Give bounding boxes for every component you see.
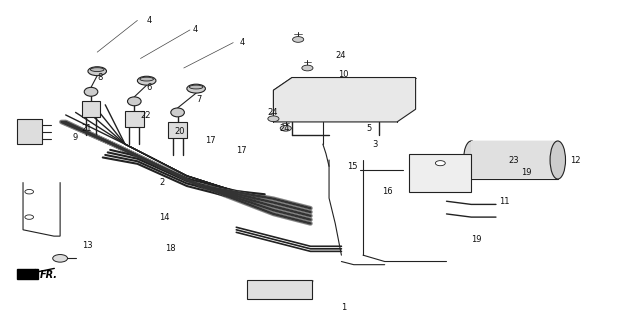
- Circle shape: [25, 189, 34, 194]
- Circle shape: [53, 254, 68, 262]
- Polygon shape: [17, 269, 39, 279]
- Ellipse shape: [550, 141, 566, 179]
- FancyBboxPatch shape: [17, 119, 42, 144]
- Text: 19: 19: [520, 168, 531, 177]
- FancyBboxPatch shape: [82, 101, 101, 117]
- Text: 24: 24: [279, 124, 290, 133]
- Text: 6: 6: [147, 83, 152, 92]
- Ellipse shape: [463, 141, 479, 179]
- Ellipse shape: [91, 68, 104, 71]
- Text: 19: 19: [471, 235, 482, 244]
- Ellipse shape: [84, 87, 98, 96]
- Text: 8: 8: [97, 73, 102, 82]
- Bar: [471, 141, 558, 179]
- FancyBboxPatch shape: [125, 111, 143, 127]
- Text: 5: 5: [366, 124, 371, 133]
- Ellipse shape: [140, 77, 153, 81]
- Text: 22: 22: [140, 111, 151, 120]
- Text: 1: 1: [342, 303, 347, 312]
- Text: 15: 15: [348, 162, 358, 171]
- Text: 2: 2: [159, 178, 165, 187]
- Text: 17: 17: [206, 136, 216, 146]
- Text: 9: 9: [73, 133, 78, 142]
- Circle shape: [268, 116, 279, 122]
- FancyBboxPatch shape: [409, 154, 471, 192]
- Text: 16: 16: [381, 187, 392, 196]
- Text: 20: 20: [175, 127, 185, 136]
- FancyBboxPatch shape: [168, 122, 187, 138]
- Text: 23: 23: [509, 156, 519, 164]
- Circle shape: [280, 125, 291, 131]
- Text: 13: 13: [82, 241, 93, 250]
- Text: 4: 4: [147, 16, 152, 25]
- Text: 4: 4: [193, 25, 198, 35]
- Text: 11: 11: [499, 197, 510, 206]
- Ellipse shape: [137, 76, 156, 85]
- Ellipse shape: [88, 67, 106, 76]
- Text: 21: 21: [82, 124, 93, 133]
- Circle shape: [302, 65, 313, 71]
- FancyBboxPatch shape: [247, 280, 312, 299]
- Text: 3: 3: [373, 140, 378, 148]
- Ellipse shape: [189, 85, 203, 89]
- Polygon shape: [273, 77, 415, 122]
- Circle shape: [292, 36, 304, 42]
- Text: 10: 10: [338, 70, 349, 79]
- Ellipse shape: [187, 84, 206, 93]
- Text: 24: 24: [267, 108, 278, 117]
- Circle shape: [435, 161, 445, 166]
- Ellipse shape: [127, 97, 141, 106]
- Text: FR.: FR.: [40, 270, 58, 280]
- Text: 14: 14: [159, 212, 170, 222]
- Text: 4: 4: [240, 38, 245, 47]
- Text: 18: 18: [165, 244, 176, 253]
- Text: 7: 7: [196, 95, 201, 104]
- Text: 17: 17: [237, 146, 247, 155]
- Ellipse shape: [171, 108, 184, 117]
- Text: 12: 12: [570, 156, 581, 164]
- Circle shape: [25, 215, 34, 219]
- Text: 24: 24: [335, 51, 346, 60]
